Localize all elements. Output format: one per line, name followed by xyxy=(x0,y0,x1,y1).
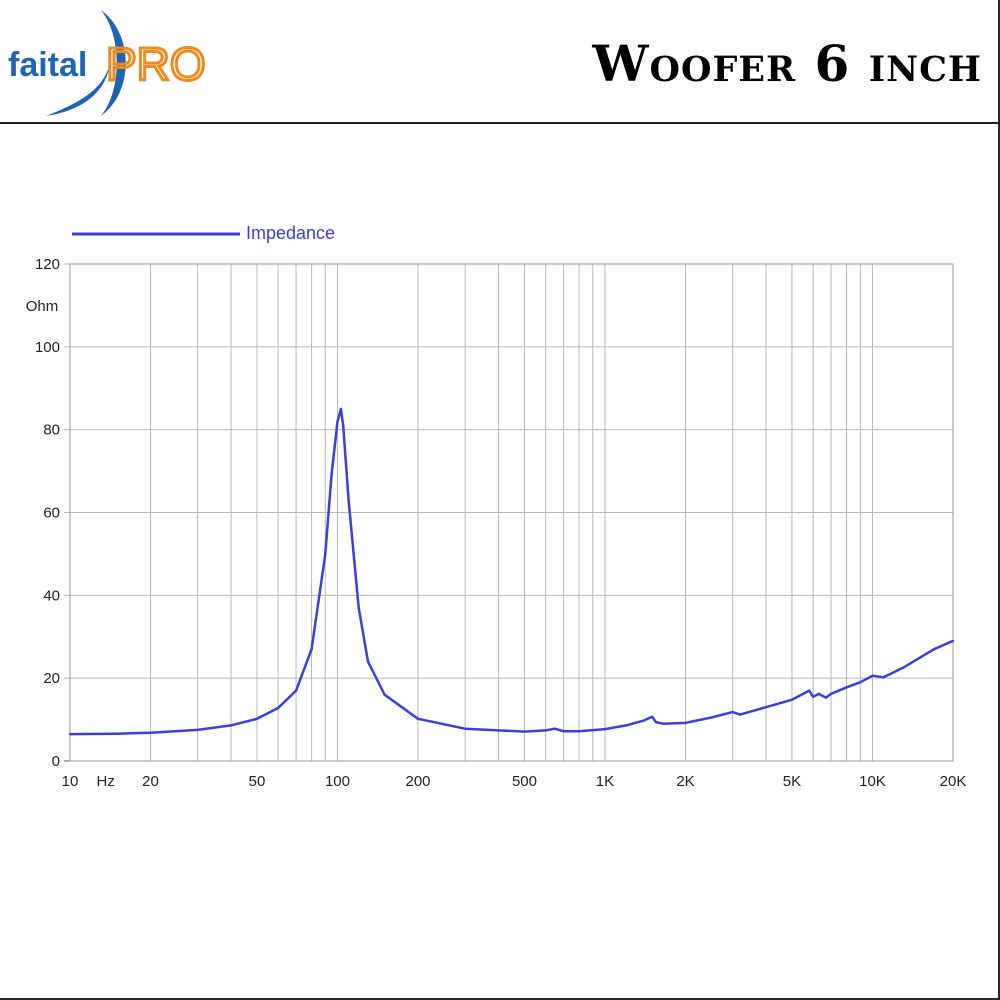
y-axis-label: Ohm xyxy=(26,298,59,315)
data-point-impedance xyxy=(336,420,339,423)
x-tick-label: 10K xyxy=(859,773,886,790)
series-points-impedance xyxy=(68,407,955,736)
x-tick-label: 500 xyxy=(512,773,537,790)
data-point-impedance xyxy=(115,732,119,735)
data-point-impedance xyxy=(684,721,687,725)
x-tick-label: 200 xyxy=(405,773,430,790)
x-tick-label: 5K xyxy=(783,773,801,790)
data-point-impedance xyxy=(255,717,259,720)
logo-text-faital: faital xyxy=(8,46,87,84)
y-tick-label: 20 xyxy=(43,670,60,687)
data-point-impedance xyxy=(544,729,547,732)
data-point-impedance xyxy=(901,666,905,670)
data-point-impedance xyxy=(642,719,646,722)
data-point-impedance xyxy=(603,727,607,731)
data-point-impedance xyxy=(925,652,929,655)
y-tick-label: 60 xyxy=(43,505,60,522)
data-point-impedance xyxy=(790,698,794,701)
data-point-impedance xyxy=(738,713,742,716)
data-point-impedance xyxy=(229,724,233,727)
data-point-impedance xyxy=(661,722,665,725)
data-point-impedance xyxy=(710,716,713,719)
x-tick-label: 2K xyxy=(676,773,694,790)
data-point-impedance xyxy=(149,731,152,735)
y-tick-label: 120 xyxy=(35,256,60,273)
x-tick-labels: 10 20 50 100 200 500 1K 2K 5K 10K 20K xyxy=(62,773,967,790)
y-tick-labels: 0 20 40 60 80 100 120 xyxy=(35,256,60,770)
x-axis-unit-label: Hz xyxy=(97,773,115,790)
x-tick-label: 100 xyxy=(325,773,350,790)
data-point-impedance xyxy=(330,474,333,477)
logo-swoosh-lower xyxy=(46,64,110,116)
data-point-impedance xyxy=(807,689,811,692)
data-point-impedance xyxy=(871,674,874,677)
data-point-impedance xyxy=(68,732,72,736)
logo-text-pro: PRO xyxy=(106,38,206,90)
y-tick-label: 80 xyxy=(43,422,60,439)
header-divider xyxy=(0,122,1000,124)
data-point-impedance xyxy=(276,706,280,710)
data-point-impedance xyxy=(951,639,955,643)
x-tick-label: 1K xyxy=(596,773,614,790)
data-point-impedance xyxy=(731,710,734,714)
data-point-impedance xyxy=(339,407,343,411)
data-point-impedance xyxy=(553,727,557,730)
chart-grid xyxy=(64,263,954,762)
data-point-impedance xyxy=(845,686,848,689)
data-point-impedance xyxy=(764,705,768,709)
brand-logo: faital PRO xyxy=(8,10,206,116)
plot-frame xyxy=(69,263,954,762)
x-tick-label: 50 xyxy=(249,773,266,790)
data-point-impedance xyxy=(817,692,821,696)
data-point-impedance xyxy=(383,693,386,696)
data-point-impedance xyxy=(523,730,526,733)
data-point-impedance xyxy=(624,724,628,727)
data-point-impedance xyxy=(882,676,885,679)
legend-label-impedance: Impedance xyxy=(246,223,335,243)
data-point-impedance xyxy=(294,689,298,692)
data-point-impedance xyxy=(650,715,654,718)
data-point-impedance xyxy=(829,692,833,696)
data-point-impedance xyxy=(859,681,862,684)
data-point-impedance xyxy=(577,729,581,733)
data-point-impedance xyxy=(310,647,313,651)
data-point-impedance xyxy=(562,729,565,733)
data-point-impedance xyxy=(324,552,327,556)
data-point-impedance xyxy=(341,424,345,427)
data-point-impedance xyxy=(357,606,360,609)
x-tick-label: 10 xyxy=(62,773,79,790)
page-title: Woofer 6 inch xyxy=(592,34,982,93)
y-tick-label: 40 xyxy=(43,587,60,604)
data-point-impedance xyxy=(416,717,420,720)
data-point-impedance xyxy=(347,498,350,502)
y-tick-label: 0 xyxy=(52,753,60,770)
data-point-impedance xyxy=(824,696,828,699)
data-point-impedance xyxy=(811,695,815,699)
data-point-impedance xyxy=(196,728,199,732)
y-tick-label: 100 xyxy=(35,339,60,356)
data-point-impedance xyxy=(463,727,467,730)
x-tick-label: 20 xyxy=(142,773,159,790)
data-point-impedance xyxy=(366,660,370,663)
data-point-impedance xyxy=(932,647,936,651)
data-point-impedance xyxy=(654,720,658,724)
logo-swoosh xyxy=(101,10,126,116)
series-line-impedance xyxy=(69,407,954,736)
x-tick-label: 20K xyxy=(940,773,967,790)
